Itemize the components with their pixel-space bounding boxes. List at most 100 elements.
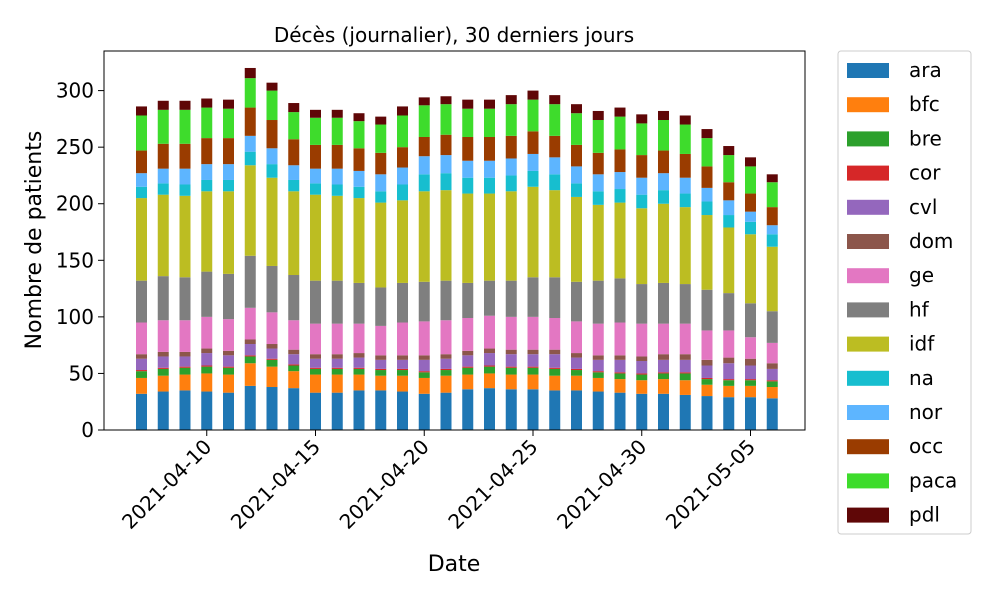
- bar-nor-2021-04-26: [549, 157, 561, 175]
- bar-occ-2021-04-25: [527, 131, 539, 154]
- legend-label-dom: dom: [909, 229, 953, 253]
- bar-paca-2021-04-28: [592, 120, 604, 153]
- bar-ara-2021-04-19: [397, 391, 408, 430]
- legend-swatch-pdl: [847, 507, 889, 523]
- bar-idf-2021-04-29: [614, 202, 626, 279]
- legend-swatch-ara: [847, 63, 889, 78]
- bar-idf-2021-05-06: [766, 246, 778, 312]
- bar-bfc-2021-04-09: [179, 374, 191, 391]
- bar-ge-2021-04-19: [397, 322, 408, 356]
- x-tick-label-2021-05-05: 2021-05-05: [661, 435, 760, 534]
- legend-label-ge: ge: [909, 263, 934, 287]
- bar-bre-2021-04-11: [223, 367, 234, 375]
- bar-paca-2021-04-16: [331, 117, 343, 145]
- bar-ara-2021-05-03: [701, 396, 713, 430]
- bar-cvl-2021-04-08: [157, 356, 169, 368]
- bar-occ-2021-04-08: [157, 143, 169, 169]
- bar-ge-2021-05-06: [766, 342, 778, 364]
- bar-cor-2021-04-25: [527, 366, 539, 368]
- bar-paca-2021-04-11: [223, 108, 234, 139]
- legend-label-pdl: pdl: [909, 503, 940, 527]
- bar-pdl-2021-04-13: [266, 82, 278, 91]
- bar-paca-2021-04-08: [157, 109, 169, 144]
- bar-pdl-2021-04-17: [353, 113, 365, 122]
- bar-na-2021-05-06: [766, 234, 778, 247]
- bar-idf-2021-04-22: [462, 193, 474, 283]
- bar-cor-2021-04-17: [353, 367, 365, 369]
- bar-cor-2021-04-28: [592, 371, 604, 373]
- bar-idf-2021-04-18: [375, 202, 387, 288]
- bar-paca-2021-04-27: [571, 113, 582, 145]
- y-tick-label-50: 50: [69, 361, 94, 385]
- bar-occ-2021-05-05: [745, 193, 756, 212]
- bar-cvl-2021-04-15: [310, 358, 321, 368]
- bar-pdl-2021-04-16: [331, 109, 343, 118]
- bar-idf-2021-04-08: [157, 194, 169, 277]
- bar-hf-2021-04-11: [223, 273, 234, 320]
- bar-hf-2021-04-14: [288, 275, 300, 321]
- bar-pdl-2021-04-29: [614, 107, 626, 117]
- bar-ara-2021-04-25: [527, 389, 539, 430]
- bar-hf-2021-04-20: [418, 281, 430, 322]
- axes-frame: [103, 50, 806, 431]
- bar-pdl-2021-04-10: [201, 98, 213, 108]
- legend-swatch-bre: [847, 131, 889, 147]
- y-tick-label-300: 300: [56, 79, 94, 103]
- bar-idf-2021-04-13: [266, 177, 278, 266]
- bar-occ-2021-04-30: [636, 155, 648, 178]
- bar-ge-2021-04-18: [375, 325, 387, 356]
- legend-label-paca: paca: [909, 468, 957, 492]
- bar-dom-2021-05-04: [723, 357, 735, 364]
- bar-ara-2021-04-17: [353, 390, 365, 430]
- legend-label-bfc: bfc: [909, 92, 940, 116]
- bar-bfc-2021-04-18: [375, 375, 387, 391]
- bar-ara-2021-04-23: [484, 388, 495, 430]
- bar-idf-2021-04-28: [592, 204, 604, 281]
- bar-nor-2021-04-20: [418, 156, 430, 175]
- bar-pdl-2021-04-28: [592, 110, 604, 121]
- bar-ara-2021-04-29: [614, 392, 626, 430]
- bar-occ-2021-04-20: [418, 136, 430, 157]
- bar-dom-2021-05-05: [745, 358, 756, 366]
- legend-swatch-paca: [847, 473, 889, 489]
- bar-ara-2021-04-22: [462, 389, 474, 430]
- bar-bfc-2021-05-02: [679, 380, 691, 395]
- bar-pdl-2021-04-12: [244, 67, 256, 79]
- bar-hf-2021-04-28: [592, 280, 604, 324]
- bar-nor-2021-04-16: [331, 168, 343, 185]
- bar-paca-2021-04-12: [244, 78, 256, 108]
- bar-occ-2021-04-14: [288, 139, 300, 166]
- bar-pdl-2021-04-19: [397, 106, 408, 116]
- bar-dom-2021-04-27: [571, 353, 582, 358]
- legend-swatch-hf: [847, 302, 889, 318]
- bar-bre-2021-04-25: [527, 367, 539, 375]
- bar-paca-2021-04-26: [549, 104, 561, 136]
- bar-ge-2021-04-09: [179, 320, 191, 352]
- bar-nor-2021-04-17: [353, 170, 365, 187]
- bar-hf-2021-04-23: [484, 280, 495, 316]
- bar-paca-2021-04-24: [505, 104, 517, 136]
- bar-nor-2021-04-30: [636, 177, 648, 195]
- bar-nor-2021-04-11: [223, 164, 234, 180]
- bar-cor-2021-04-13: [266, 358, 278, 360]
- bar-pdl-2021-05-03: [701, 129, 713, 139]
- bar-ge-2021-04-13: [266, 312, 278, 345]
- bar-ge-2021-04-27: [571, 321, 582, 354]
- bar-nor-2021-04-14: [288, 165, 300, 180]
- bar-idf-2021-05-04: [723, 227, 735, 294]
- y-tick-label-200: 200: [56, 192, 94, 216]
- bar-hf-2021-05-02: [679, 284, 691, 324]
- bar-ge-2021-05-04: [723, 330, 735, 358]
- bar-cor-2021-05-04: [723, 379, 735, 381]
- bar-ara-2021-04-09: [179, 390, 191, 430]
- bar-ara-2021-04-24: [505, 389, 517, 430]
- bar-hf-2021-04-21: [440, 280, 452, 321]
- bar-paca-2021-04-25: [527, 99, 539, 132]
- bar-pdl-2021-04-11: [223, 99, 234, 109]
- bar-cvl-2021-04-09: [179, 356, 191, 367]
- bar-bre-2021-04-16: [331, 368, 343, 375]
- bar-bfc-2021-05-06: [766, 387, 778, 399]
- bar-cvl-2021-04-22: [462, 355, 474, 367]
- bar-occ-2021-04-24: [505, 135, 517, 159]
- bar-ge-2021-04-07: [136, 322, 147, 355]
